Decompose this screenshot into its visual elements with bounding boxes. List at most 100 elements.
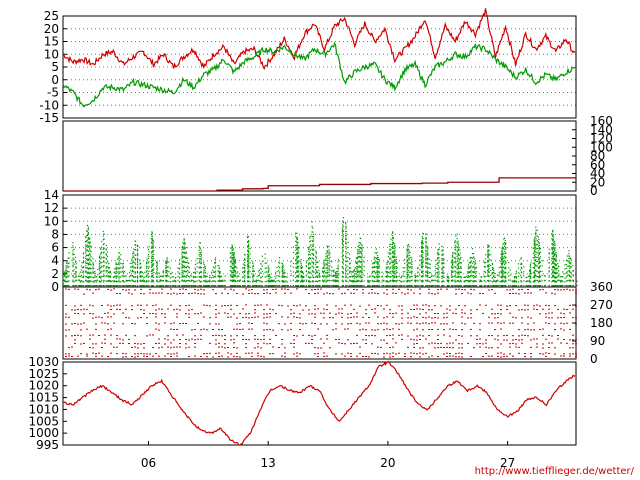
wind-point: [354, 285, 357, 287]
wind-point: [442, 262, 444, 264]
wind-point: [64, 275, 66, 277]
wind-point: [66, 275, 68, 277]
wind-point: [72, 281, 74, 283]
wind-point: [498, 275, 500, 277]
wind-point: [443, 285, 445, 287]
wind-point: [501, 259, 503, 261]
wind-point: [471, 248, 474, 250]
wind-point: [200, 261, 202, 263]
wind-point: [136, 250, 139, 252]
wind-point: [570, 272, 572, 274]
wind-point: [505, 267, 507, 270]
wind-direction-point: [68, 316, 70, 318]
wind-point: [205, 279, 207, 281]
wind-point: [162, 285, 164, 287]
wind-point: [452, 261, 454, 263]
wind-point: [447, 285, 449, 287]
wind-point: [242, 271, 244, 273]
wind-point: [214, 262, 216, 264]
wind-point: [425, 279, 427, 281]
wind-point: [529, 272, 531, 274]
wind-point: [553, 236, 555, 238]
wind-point: [552, 271, 554, 273]
wind-point: [219, 280, 221, 282]
wind-point: [98, 262, 100, 264]
wind-direction-point: [164, 355, 166, 357]
wind-direction-point: [176, 334, 178, 336]
wind-point: [181, 253, 183, 255]
wind-direction-point: [110, 305, 112, 307]
wind-point: [441, 250, 443, 252]
wind-point: [361, 280, 363, 282]
wind-point: [417, 272, 419, 274]
wind-point: [267, 271, 269, 273]
wind-point: [78, 285, 80, 287]
wind-point: [492, 272, 494, 275]
wind-point: [411, 271, 413, 273]
wind-point: [247, 257, 249, 259]
wind-point: [376, 254, 379, 257]
wind-point: [529, 271, 531, 273]
wind-point: [474, 268, 476, 270]
wind-point: [505, 262, 507, 264]
wind-point: [552, 230, 554, 232]
wind-point: [247, 250, 249, 253]
wind-point: [500, 272, 502, 274]
wind-point: [166, 266, 168, 269]
wind-point: [166, 274, 168, 276]
wind-point: [341, 285, 343, 287]
wind-point: [576, 285, 578, 287]
wind-point: [570, 263, 572, 265]
wind-point: [555, 263, 557, 265]
wind-point: [171, 280, 173, 282]
wind-point: [345, 257, 347, 259]
wind-direction-point: [110, 328, 112, 330]
wind-point: [386, 263, 388, 265]
wind-point: [345, 270, 347, 273]
wind-point: [191, 279, 193, 281]
wind-point: [165, 279, 167, 281]
wind-point: [199, 258, 201, 260]
wind-point: [92, 263, 94, 265]
wind-point: [394, 270, 396, 272]
wind-point: [136, 265, 139, 267]
wind-point: [87, 250, 89, 252]
wind-point: [483, 271, 486, 273]
wind-point: [345, 255, 347, 257]
wind-point: [118, 281, 120, 283]
wind-point: [328, 274, 330, 276]
wind-direction-point: [152, 313, 154, 314]
wind-point: [436, 263, 439, 265]
wind-point: [264, 253, 266, 255]
wind-point: [396, 285, 398, 287]
wind-direction-tick-label: 270: [590, 298, 613, 312]
wind-point: [392, 241, 394, 243]
wind-point: [473, 253, 475, 255]
wind-point: [247, 276, 249, 278]
wind-point: [233, 285, 235, 287]
wind-point: [535, 235, 537, 237]
wind-direction-point: [140, 293, 142, 295]
wind-point: [315, 271, 317, 273]
wind-point: [185, 252, 188, 254]
wind-point: [408, 279, 410, 282]
wind-point: [217, 280, 219, 282]
wind-point: [72, 276, 74, 278]
wind-point: [409, 251, 411, 254]
wind-direction-point: [218, 334, 220, 336]
wind-direction-point: [107, 288, 109, 290]
wind-point: [101, 279, 103, 281]
wind-direction-point: [227, 316, 229, 318]
wind-point: [552, 229, 554, 231]
wind-direction-point: [80, 304, 82, 306]
wind-point: [342, 220, 344, 222]
wind-point: [114, 272, 116, 274]
wind-point: [427, 270, 429, 272]
wind-point: [488, 270, 490, 272]
wind-point: [459, 281, 461, 283]
wind-point: [452, 270, 454, 272]
wind-point: [414, 275, 416, 277]
wind-point: [233, 268, 235, 270]
wind-point: [427, 266, 429, 268]
wind-point: [247, 265, 249, 267]
